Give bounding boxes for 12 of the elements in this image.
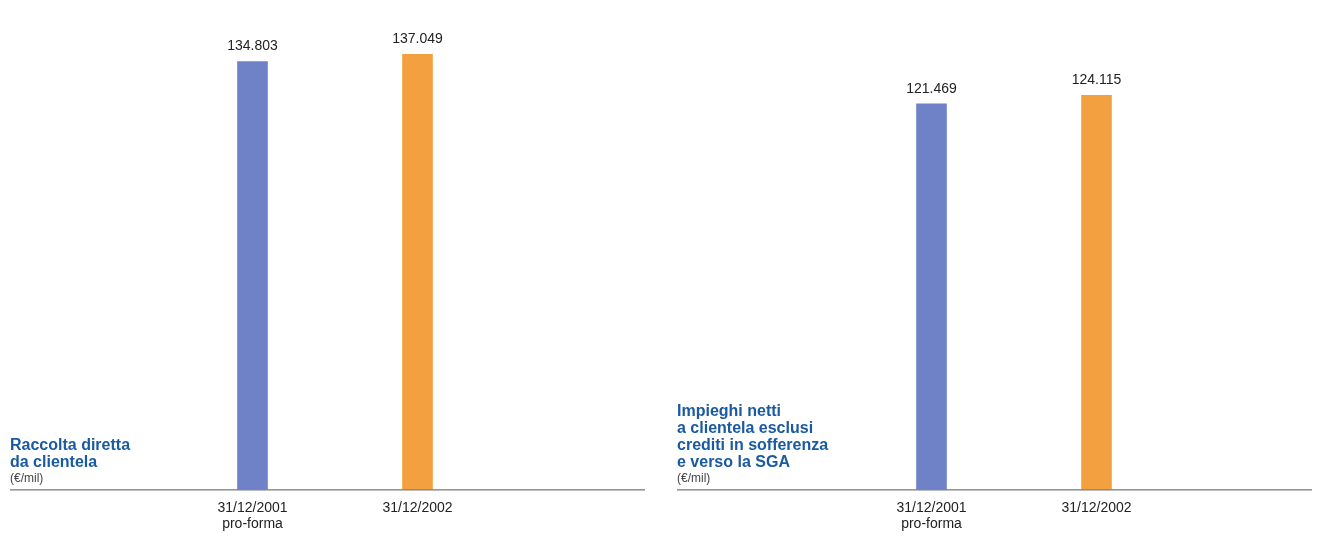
x-tick-label: 31/12/2002	[1061, 498, 1132, 515]
x-tick-label: 31/12/2002	[382, 498, 453, 515]
data-label: 137.049	[392, 30, 444, 47]
x-tick-label: 31/12/2001 pro-forma	[217, 498, 288, 532]
data-label: 134.803	[227, 37, 279, 54]
y-axis-title: (€/mil)	[677, 471, 711, 485]
text: Raccolta diretta da clientela	[10, 436, 131, 470]
data-label: 121.469	[906, 79, 958, 96]
data-label: 124.115	[1071, 71, 1122, 88]
y-axis-title: (€/mil)	[10, 471, 44, 485]
x-tick-label: 31/12/2001 pro-forma	[896, 498, 967, 532]
text: Impieghi netti a clientela esclusi crediti in sofferenza e verso la SGA	[677, 402, 829, 470]
